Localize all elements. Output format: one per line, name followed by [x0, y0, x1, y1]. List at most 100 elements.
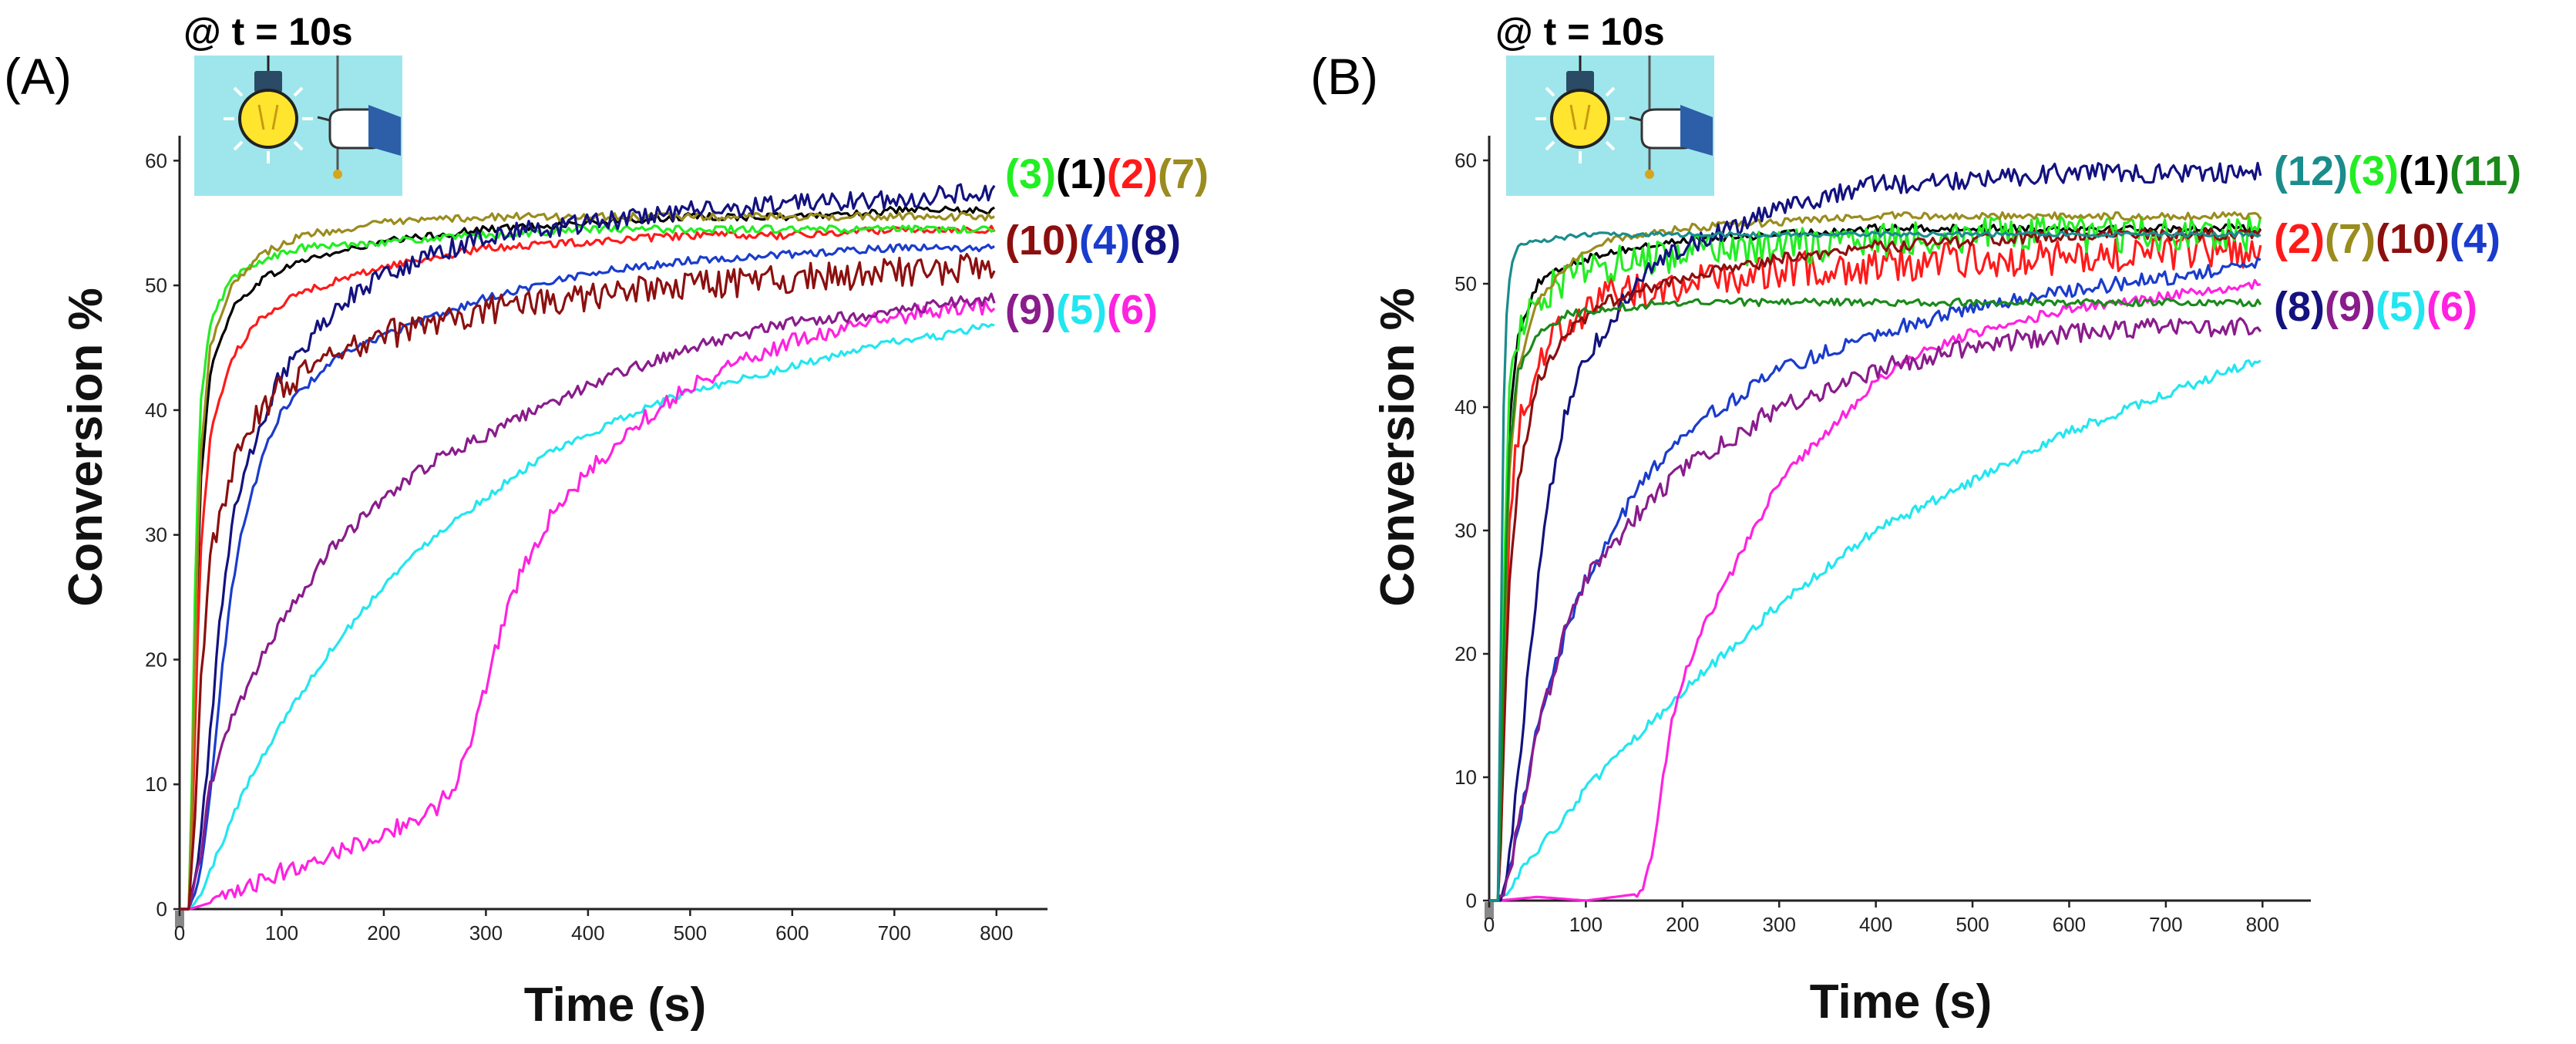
panel-a-irradiation-label: @ t = 10s — [183, 10, 353, 53]
panel-b-irradiation-label: @ t = 10s — [1495, 10, 1665, 53]
legend-entry-10: (10) — [2376, 216, 2450, 262]
y-tick-label: 30 — [145, 524, 167, 547]
series-line-12 — [1489, 231, 2262, 902]
x-tick-label: 800 — [980, 921, 1013, 945]
legend-entry-6: (6) — [2426, 284, 2477, 330]
legend-entry-10: (10) — [1005, 217, 1079, 264]
series-line-10 — [1489, 227, 2262, 902]
x-tick-label: 0 — [1484, 913, 1495, 936]
legend-entry-8: (8) — [1130, 217, 1181, 264]
series-line-8 — [180, 183, 996, 911]
panel-a-y-axis-title: Conversion % — [59, 288, 113, 606]
panel-a-label: (A) — [4, 48, 72, 105]
light-on-marker — [175, 911, 184, 928]
y-tick-label: 60 — [1454, 149, 1477, 172]
series-line-9 — [180, 292, 996, 911]
y-tick-label: 50 — [145, 274, 167, 297]
series-line-7 — [180, 211, 995, 911]
legend-row: (8)(9)(5)(6) — [2274, 284, 2477, 330]
x-tick-label: 700 — [2149, 913, 2182, 936]
panel-b-irradiation-illustration — [1506, 56, 1714, 196]
y-tick-label: 10 — [1454, 766, 1477, 789]
series-line-6 — [180, 298, 996, 911]
series-line-4 — [180, 243, 995, 911]
x-tick-label: 300 — [469, 921, 503, 945]
panel-b-x-axis-title: Time (s) — [1810, 975, 1993, 1029]
x-tick-label: 400 — [571, 921, 604, 945]
series-line-8 — [1489, 161, 2262, 902]
series-line-6 — [1489, 278, 2262, 902]
light-on-marker — [1485, 902, 1494, 919]
hand-pull-switch-icon — [1629, 56, 1713, 179]
y-tick-label: 0 — [1466, 889, 1477, 912]
series-line-5 — [180, 323, 995, 911]
panel-b: (B) @ t = 10s — [1310, 10, 2521, 1029]
legend-entry-4: (4) — [2450, 216, 2500, 262]
panel-b-series — [1489, 161, 2262, 902]
legend-row: (10)(4)(8) — [1005, 217, 1181, 264]
panel-a-legend: (3)(1)(2)(7) (10)(4)(8) (9)(5)(6) — [1005, 151, 1209, 333]
x-tick-label: 500 — [1956, 913, 1989, 936]
series-line-3 — [1489, 214, 2262, 902]
series-line-3 — [180, 224, 995, 911]
series-line-11 — [1489, 297, 2262, 902]
panel-a-irradiation-illustration — [194, 56, 402, 196]
x-tick-label: 800 — [2246, 913, 2279, 936]
x-tick-label: 200 — [367, 921, 400, 945]
legend-entry-6: (6) — [1107, 287, 1158, 333]
y-tick-label: 60 — [145, 149, 167, 172]
series-line-5 — [1489, 359, 2262, 902]
y-tick-label: 50 — [1454, 272, 1477, 295]
legend-entry-2: (2) — [1107, 151, 1158, 197]
hand-pull-switch-icon — [317, 56, 401, 179]
y-tick-label: 10 — [145, 773, 167, 796]
legend-entry-9: (9) — [1005, 287, 1056, 333]
panel-b-y-axis-title: Conversion % — [1371, 288, 1424, 606]
series-line-10 — [180, 253, 996, 911]
legend-entry-12: (12) — [2274, 148, 2348, 194]
x-tick-label: 200 — [1666, 913, 1699, 936]
legend-row: (12)(3)(1)(11) — [2274, 148, 2521, 194]
panel-b-label: (B) — [1310, 48, 1378, 105]
legend-entry-9: (9) — [2325, 284, 2376, 330]
legend-entry-3: (3) — [2348, 148, 2399, 194]
series-line-2 — [1489, 233, 2262, 902]
legend-entry-8: (8) — [2274, 284, 2325, 330]
light-bulb-icon — [1535, 56, 1625, 163]
panel-a-series — [180, 183, 996, 911]
legend-entry-3: (3) — [1005, 151, 1056, 197]
x-tick-label: 600 — [2053, 913, 2086, 936]
legend-entry-1: (1) — [1056, 151, 1107, 197]
panel-a-axes — [173, 136, 1048, 928]
legend-row: (2)(7)(10)(4) — [2274, 216, 2500, 262]
y-tick-label: 0 — [156, 898, 167, 921]
x-tick-label: 300 — [1763, 913, 1796, 936]
series-line-4 — [1489, 257, 2262, 902]
panel-b-axes — [1483, 136, 2311, 919]
y-tick-label: 40 — [1454, 396, 1477, 419]
legend-entry-1: (1) — [2399, 148, 2450, 194]
legend-entry-5: (5) — [2376, 284, 2426, 330]
legend-entry-2: (2) — [2274, 216, 2325, 262]
legend-entry-7: (7) — [2325, 216, 2376, 262]
legend-entry-5: (5) — [1056, 287, 1107, 333]
y-tick-label: 30 — [1454, 519, 1477, 542]
y-tick-label: 40 — [145, 399, 167, 422]
legend-row: (9)(5)(6) — [1005, 287, 1158, 333]
legend-entry-4: (4) — [1079, 217, 1130, 264]
y-tick-label: 20 — [145, 648, 167, 671]
x-tick-label: 100 — [1569, 913, 1602, 936]
x-tick-label: 100 — [265, 921, 298, 945]
x-tick-label: 600 — [775, 921, 809, 945]
panel-a: (A) @ t = 10s — [4, 10, 1209, 1032]
panel-a-x-axis-title: Time (s) — [524, 978, 707, 1032]
series-line-1 — [180, 205, 995, 911]
legend-entry-11: (11) — [2450, 148, 2521, 194]
series-line-9 — [1489, 317, 2262, 902]
light-bulb-icon — [224, 56, 313, 163]
x-tick-label: 700 — [878, 921, 911, 945]
x-tick-label: 500 — [674, 921, 707, 945]
